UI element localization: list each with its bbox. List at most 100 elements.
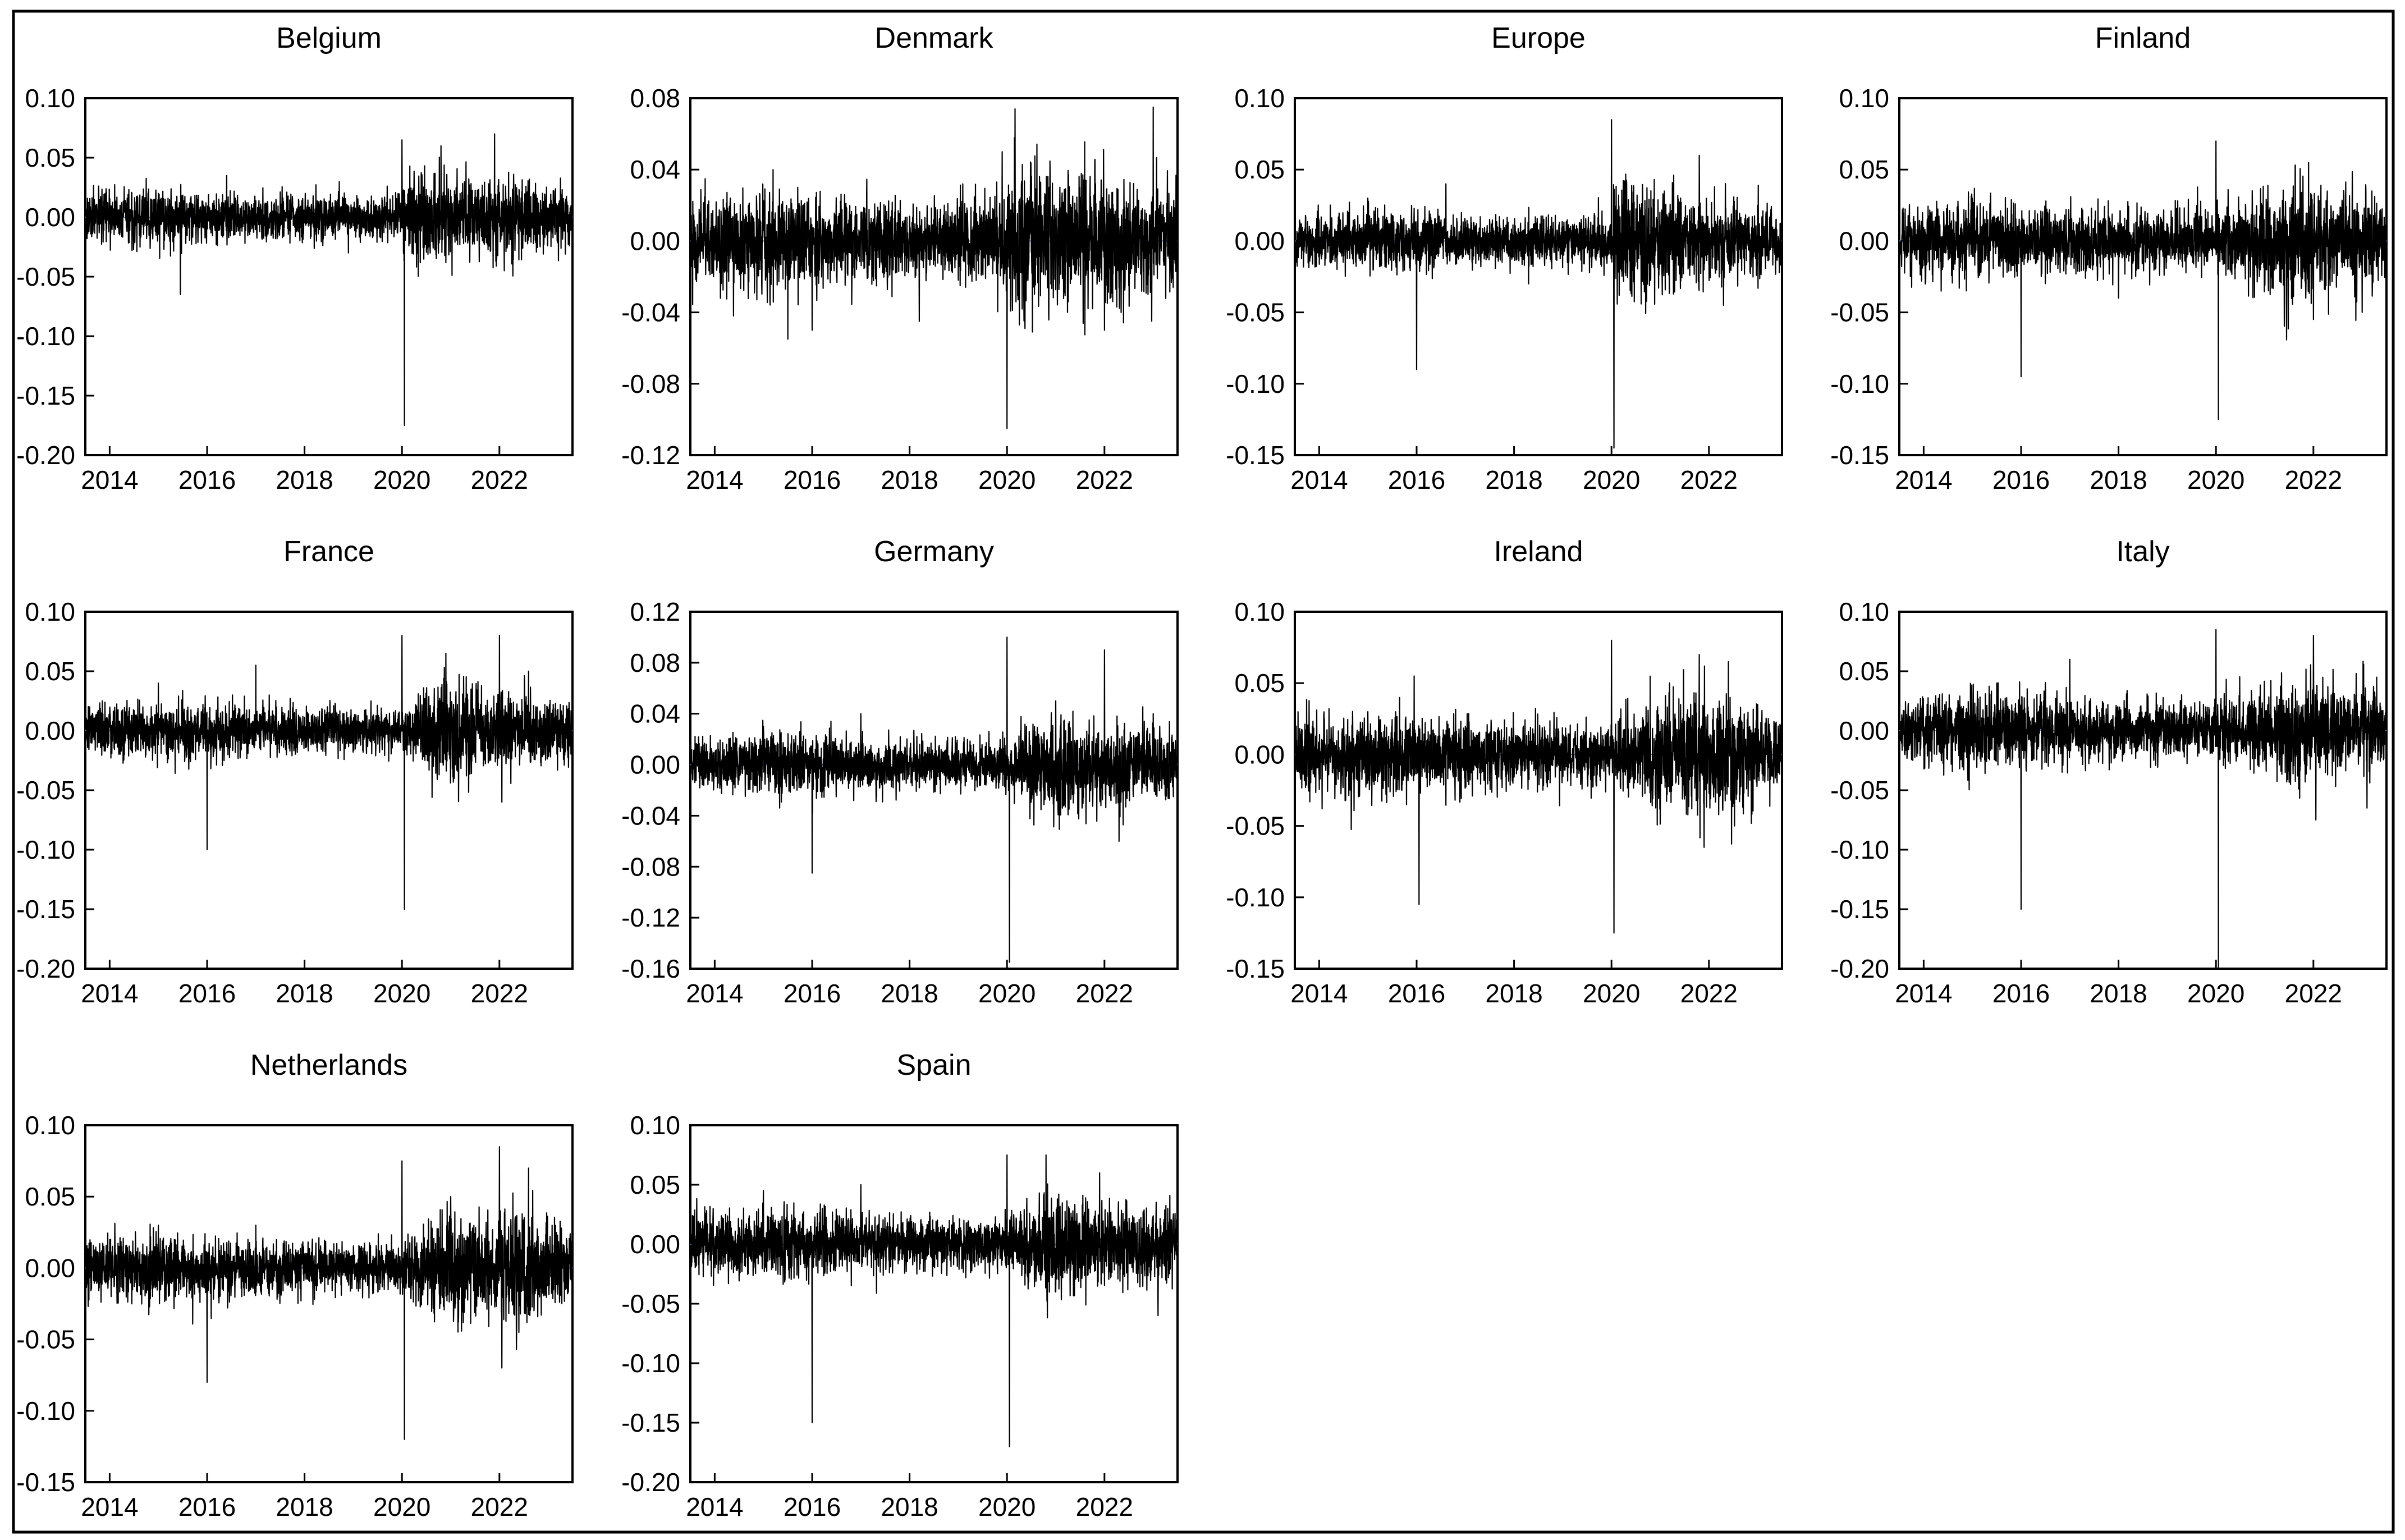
y-tick-label: 0.05 (630, 1170, 680, 1199)
x-tick-label: 2016 (784, 979, 841, 1008)
x-tick-label: 2018 (1485, 465, 1542, 494)
plot-area (1294, 97, 1783, 456)
x-tick-label: 2018 (881, 1492, 938, 1521)
x-tick-label: 2020 (978, 979, 1036, 1008)
x-tick-label: 2020 (978, 1492, 1036, 1521)
y-tick-label: 0.10 (25, 597, 75, 626)
y-tick-label: 0.05 (1234, 668, 1285, 698)
series-line (1899, 140, 2386, 420)
y-tick-label: -0.10 (16, 1396, 75, 1426)
y-tick-label: 0.10 (1839, 84, 1889, 113)
x-tick-label: 2018 (881, 465, 938, 494)
x-tick-label: 2022 (471, 1492, 528, 1521)
y-tick-label: -0.15 (16, 381, 75, 410)
y-tick-label: -0.10 (1226, 369, 1285, 398)
x-tick-label: 2022 (471, 465, 528, 494)
y-tick-label: -0.12 (621, 903, 680, 932)
x-tick-label: 2020 (373, 979, 430, 1008)
y-tick-label: 0.00 (630, 1230, 680, 1259)
series-line (1899, 629, 2386, 970)
x-tick-label: 2018 (2090, 979, 2147, 1008)
panel-spain: Spain0.100.050.00-0.05-0.10-0.15-0.20201… (621, 1049, 1179, 1521)
panel-title: Finland (2095, 22, 2191, 54)
x-tick-label: 2022 (1076, 979, 1133, 1008)
series-line (85, 1146, 572, 1440)
series-line (85, 635, 572, 910)
y-tick-label: 0.00 (1234, 226, 1285, 255)
panel-title: Germany (874, 535, 994, 568)
y-tick-label: 0.10 (25, 84, 75, 113)
y-tick-label: 0.05 (1234, 155, 1285, 184)
x-tick-label: 2020 (2187, 465, 2244, 494)
x-tick-label: 2014 (1895, 979, 1952, 1008)
figure-border (12, 10, 2395, 1534)
x-tick-label: 2016 (1992, 979, 2050, 1008)
y-tick-label: 0.10 (25, 1111, 75, 1140)
x-tick-label: 2018 (276, 465, 333, 494)
plot-area (84, 97, 574, 456)
x-tick-label: 2022 (1680, 979, 1738, 1008)
panel-italy: Italy0.100.050.00-0.05-0.10-0.15-0.20201… (1830, 535, 2388, 1008)
x-tick-label: 2014 (81, 465, 138, 494)
series-line (690, 106, 1178, 429)
x-tick-label: 2022 (471, 979, 528, 1008)
y-tick-label: -0.20 (16, 954, 75, 983)
plot-area (689, 611, 1179, 970)
y-tick-label: -0.05 (1226, 812, 1285, 841)
x-tick-label: 2014 (686, 979, 743, 1008)
y-tick-label: -0.10 (1830, 835, 1889, 864)
y-tick-label: 0.12 (630, 597, 680, 626)
y-tick-label: 0.08 (630, 648, 680, 677)
panel-title: Belgium (276, 22, 382, 54)
y-tick-label: -0.04 (621, 801, 680, 830)
y-tick-label: -0.05 (16, 1325, 75, 1354)
y-tick-label: 0.04 (630, 155, 680, 184)
y-tick-label: 0.08 (630, 84, 680, 113)
panel-title: Netherlands (250, 1049, 407, 1081)
x-tick-label: 2014 (686, 465, 743, 494)
x-tick-label: 2020 (1583, 465, 1640, 494)
y-tick-label: -0.04 (621, 298, 680, 327)
y-tick-label: 0.10 (1234, 597, 1285, 626)
y-tick-label: -0.05 (1830, 298, 1889, 327)
series-line (1295, 639, 1782, 934)
y-tick-label: -0.15 (16, 895, 75, 924)
x-tick-label: 2014 (81, 979, 138, 1008)
x-tick-label: 2014 (686, 1492, 743, 1521)
y-tick-label: -0.20 (621, 1468, 680, 1497)
series-line (1295, 119, 1782, 449)
x-tick-label: 2014 (81, 1492, 138, 1521)
plot-area (1898, 97, 2388, 456)
series-line (85, 133, 572, 427)
x-tick-label: 2020 (373, 1492, 430, 1521)
y-tick-label: 0.00 (1234, 740, 1285, 769)
y-tick-label: -0.10 (1226, 883, 1285, 912)
x-tick-label: 2022 (1680, 465, 1738, 494)
y-tick-label: -0.10 (16, 322, 75, 351)
x-tick-label: 2016 (178, 1492, 236, 1521)
y-tick-label: 0.00 (630, 750, 680, 780)
panel-title: Denmark (875, 22, 994, 54)
x-tick-label: 2018 (1485, 979, 1542, 1008)
panel-belgium: Belgium0.100.050.00-0.05-0.10-0.15-0.202… (16, 22, 574, 494)
x-tick-label: 2016 (1388, 979, 1445, 1008)
panel-title: Ireland (1494, 535, 1583, 568)
y-tick-label: -0.08 (621, 369, 680, 398)
y-tick-label: 0.05 (25, 1182, 75, 1211)
plot-area (689, 1124, 1179, 1483)
x-tick-label: 2016 (1388, 465, 1445, 494)
y-tick-label: -0.20 (16, 441, 75, 470)
x-tick-label: 2022 (2285, 979, 2342, 1008)
x-tick-label: 2020 (1583, 979, 1640, 1008)
x-tick-label: 2018 (276, 1492, 333, 1521)
x-tick-label: 2014 (1895, 465, 1952, 494)
y-tick-label: -0.15 (1830, 441, 1889, 470)
y-tick-label: 0.10 (1234, 84, 1285, 113)
y-tick-label: 0.10 (630, 1111, 680, 1140)
x-tick-label: 2016 (178, 979, 236, 1008)
panel-title: Europe (1491, 22, 1586, 54)
